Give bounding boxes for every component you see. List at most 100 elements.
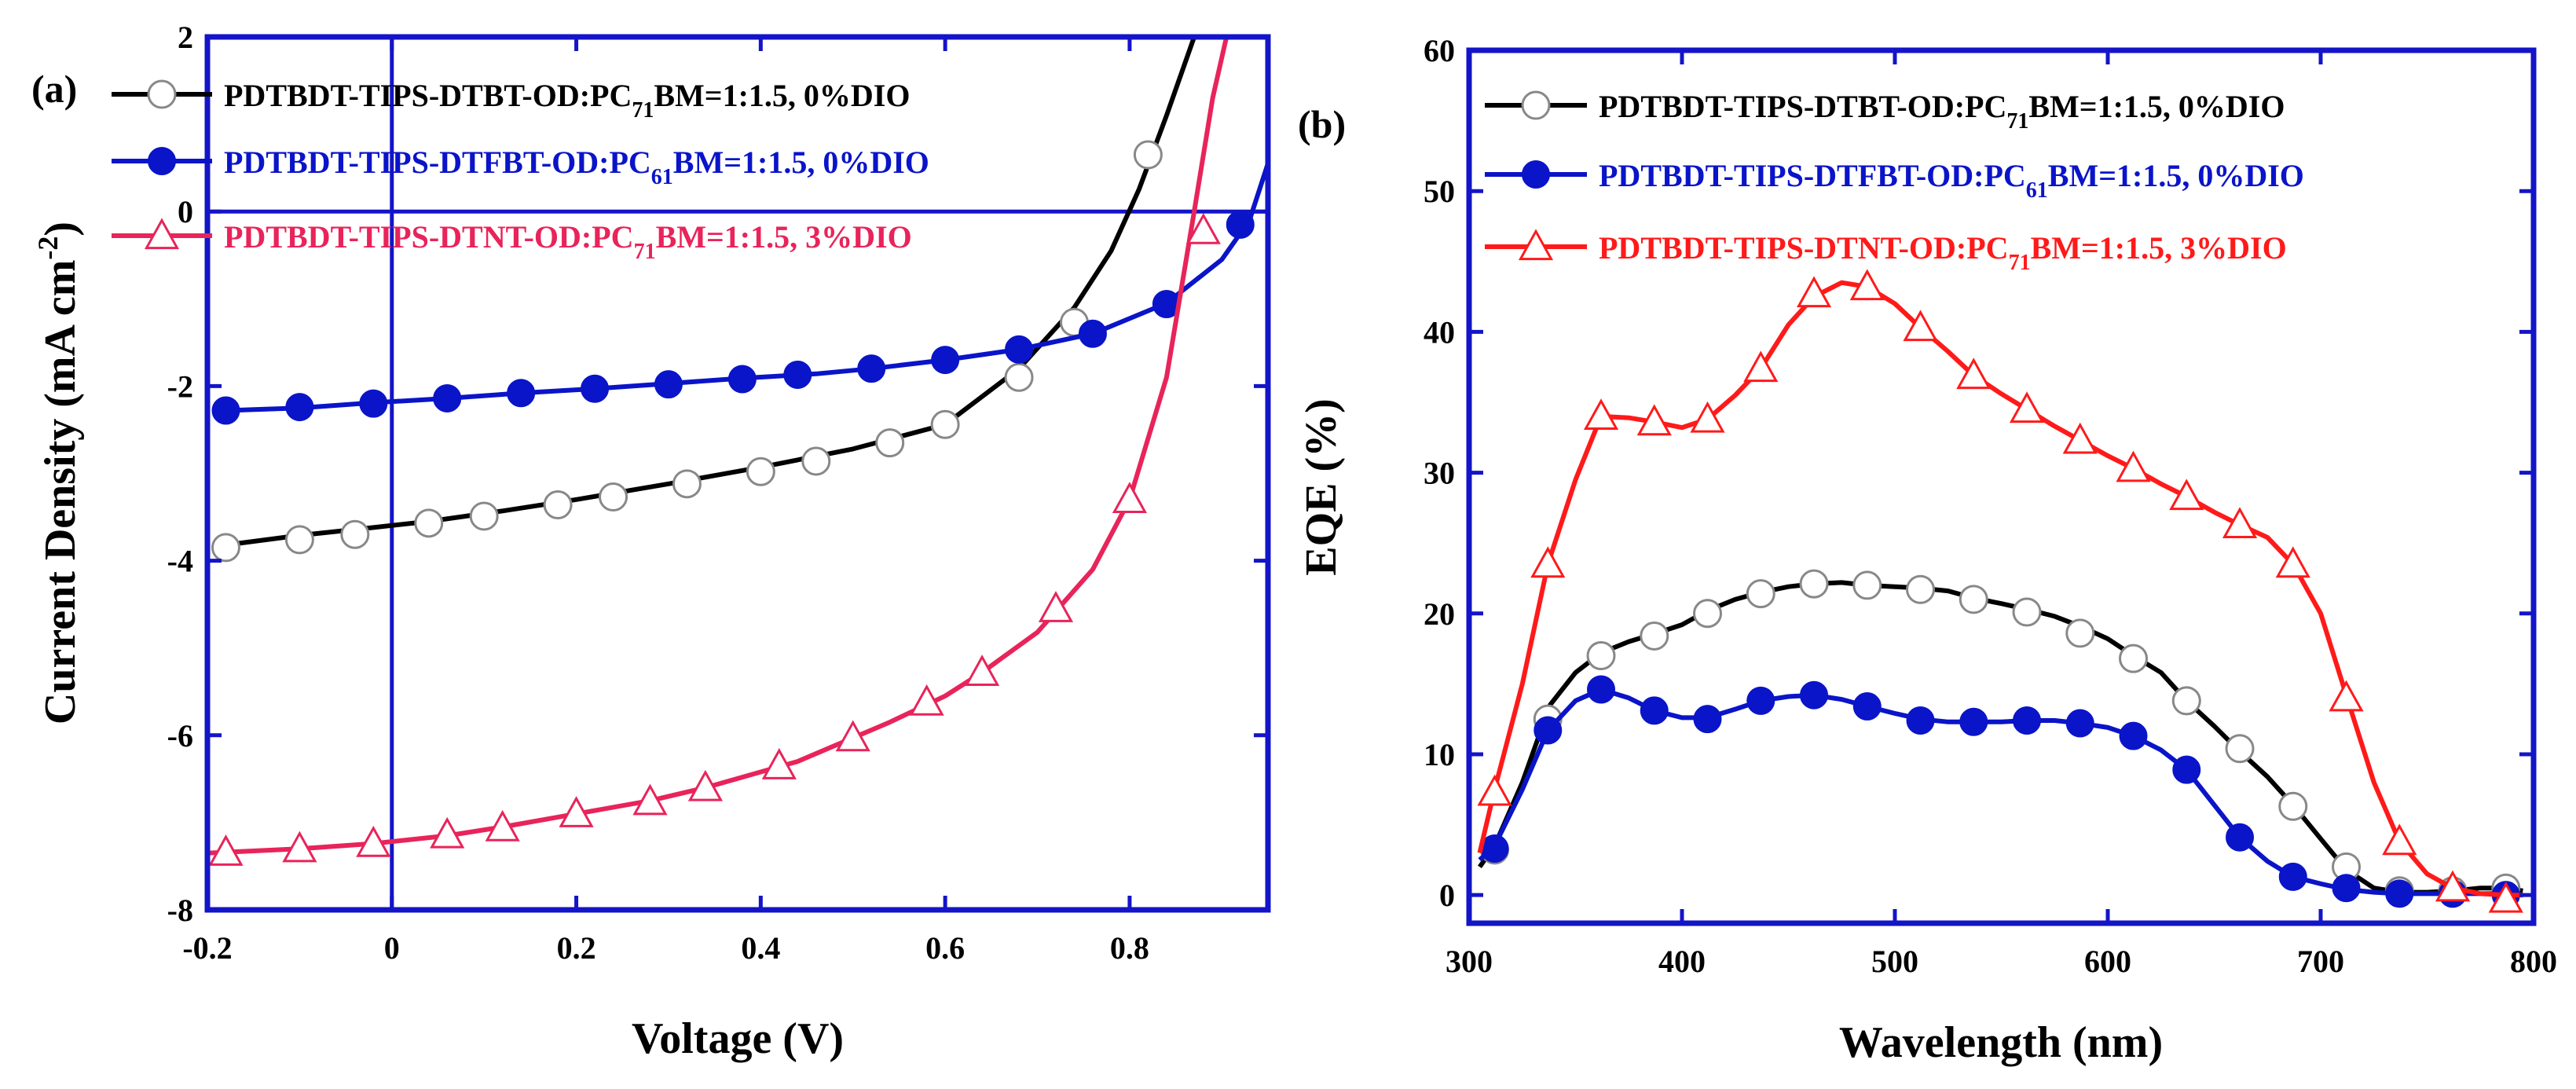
data-point: [211, 396, 240, 425]
data-point: [430, 816, 465, 849]
data-point: [1799, 569, 1829, 599]
panel-b-eqe-chart: 300 400 500 600 700 800 0 10 20 30 40 50 60 PDTBDT-T…: [1297, 33, 2557, 1067]
data-point: [632, 783, 668, 816]
data-point: [284, 525, 314, 555]
data-point: [1852, 570, 1882, 600]
x-tick-label: 0.4: [741, 930, 780, 966]
data-point: [672, 469, 702, 499]
x-tick-label: 0: [384, 930, 400, 966]
series-line: [1478, 580, 2523, 895]
series-layer: [207, 36, 1270, 866]
data-point: [2278, 862, 2307, 891]
y-tick-label: 20: [1424, 596, 1455, 632]
data-point: [1906, 574, 1936, 604]
legend-label: PDTBDT-TIPS-DTFBT-OD:PC61BM=1:1.5, 0%DIO: [224, 145, 929, 189]
data-point: [1743, 350, 1779, 383]
data-point: [359, 389, 388, 418]
data-point: [857, 354, 886, 383]
series-3: [207, 36, 1229, 866]
data-point: [964, 654, 1000, 686]
data-point: [2012, 597, 2042, 627]
legend-marker: [1521, 90, 1551, 120]
data-point: [2382, 823, 2417, 856]
data-point: [2332, 874, 2361, 903]
x-tick-label: 700: [2297, 944, 2344, 979]
data-point: [1959, 707, 1988, 736]
data-point: [1852, 692, 1882, 721]
data-point: [2065, 709, 2094, 738]
y-tick-label: 0: [178, 194, 193, 229]
data-point: [1587, 675, 1616, 704]
tick-layer: 300 400 500 600 700 800 0 10 20 30 40 50 60: [1424, 33, 2557, 979]
data-point: [2171, 686, 2201, 716]
x-tick-label: -0.2: [182, 930, 232, 966]
x-tick-label: 400: [1658, 944, 1706, 979]
data-point: [746, 456, 775, 486]
data-point: [1518, 229, 1554, 261]
data-point: [599, 482, 628, 512]
data-point: [909, 684, 944, 716]
data-point: [2172, 755, 2201, 784]
data-point: [2062, 422, 2098, 454]
legend-entry-3: PDTBDT-TIPS-DTNT-OD:PC71BM=1:1.5, 3%DIO: [112, 218, 912, 264]
data-point: [687, 769, 724, 801]
x-axis-label: Voltage (V): [632, 1014, 844, 1063]
data-point: [1112, 482, 1148, 513]
data-point: [1038, 591, 1074, 622]
y-tick-label: -2: [167, 368, 193, 404]
x-tick-label: 0.6: [925, 930, 965, 966]
data-point: [1586, 641, 1616, 671]
y-tick-label: -8: [167, 893, 193, 928]
data-point: [469, 501, 499, 531]
data-point: [1746, 579, 1775, 609]
zero-lines: [207, 37, 1268, 910]
data-point: [1959, 585, 1988, 614]
legend-entry-1: PDTBDT-TIPS-DTBT-OD:PC71BM=1:1.5, 0%DIO: [112, 78, 910, 123]
data-point: [2329, 680, 2364, 712]
data-point: [340, 519, 370, 549]
data-point: [801, 446, 831, 476]
data-point: [1534, 716, 1563, 745]
legend-label: PDTBDT-TIPS-DTBT-OD:PC71BM=1:1.5, 0%DIO: [1599, 89, 2285, 134]
series-line: [1478, 687, 2523, 898]
data-point: [835, 720, 870, 752]
series-1: [211, 36, 1196, 563]
legend-marker: [144, 218, 180, 250]
data-point: [931, 346, 960, 375]
data-point: [2119, 721, 2148, 750]
legend-entry-1: PDTBDT-TIPS-DTBT-OD:PC71BM=1:1.5, 0%DIO: [1485, 89, 2285, 134]
data-point: [208, 834, 244, 866]
data-point: [1522, 160, 1550, 189]
data-point: [2013, 706, 2042, 735]
data-point: [654, 370, 683, 399]
data-point: [1903, 310, 1938, 342]
data-point: [783, 360, 812, 389]
data-point: [356, 825, 391, 857]
legend-entry-2: PDTBDT-TIPS-DTFBT-OD:PC61BM=1:1.5, 0%DIO: [1485, 158, 2304, 203]
data-point: [581, 374, 610, 403]
data-point: [1583, 398, 1619, 431]
legend-label: PDTBDT-TIPS-DTNT-OD:PC71BM=1:1.5, 3%DIO: [1599, 230, 2287, 275]
data-point: [1690, 401, 1725, 433]
y-tick-label: 30: [1424, 456, 1455, 491]
data-point: [1133, 140, 1163, 170]
data-point: [1800, 680, 1829, 710]
data-point: [727, 365, 757, 394]
data-point: [2116, 450, 2151, 482]
legend-label: PDTBDT-TIPS-DTNT-OD:PC71BM=1:1.5, 3%DIO: [224, 219, 912, 264]
data-point: [1477, 774, 1512, 806]
y-tick-label: 60: [1424, 33, 1455, 68]
legend-marker: [148, 147, 176, 175]
data-point: [2065, 618, 2095, 648]
data-point: [2225, 734, 2255, 764]
y-tick-label: -6: [167, 718, 193, 754]
data-point: [147, 79, 177, 109]
plot-frame: [204, 34, 1271, 913]
legend-label: PDTBDT-TIPS-DTBT-OD:PC71BM=1:1.5, 0%DIO: [224, 78, 910, 123]
data-point: [144, 218, 180, 250]
data-point: [1005, 335, 1034, 364]
data-point: [285, 393, 314, 422]
data-point: [559, 796, 594, 827]
y-tick-label: 10: [1424, 737, 1455, 772]
data-point: [1796, 276, 1832, 308]
